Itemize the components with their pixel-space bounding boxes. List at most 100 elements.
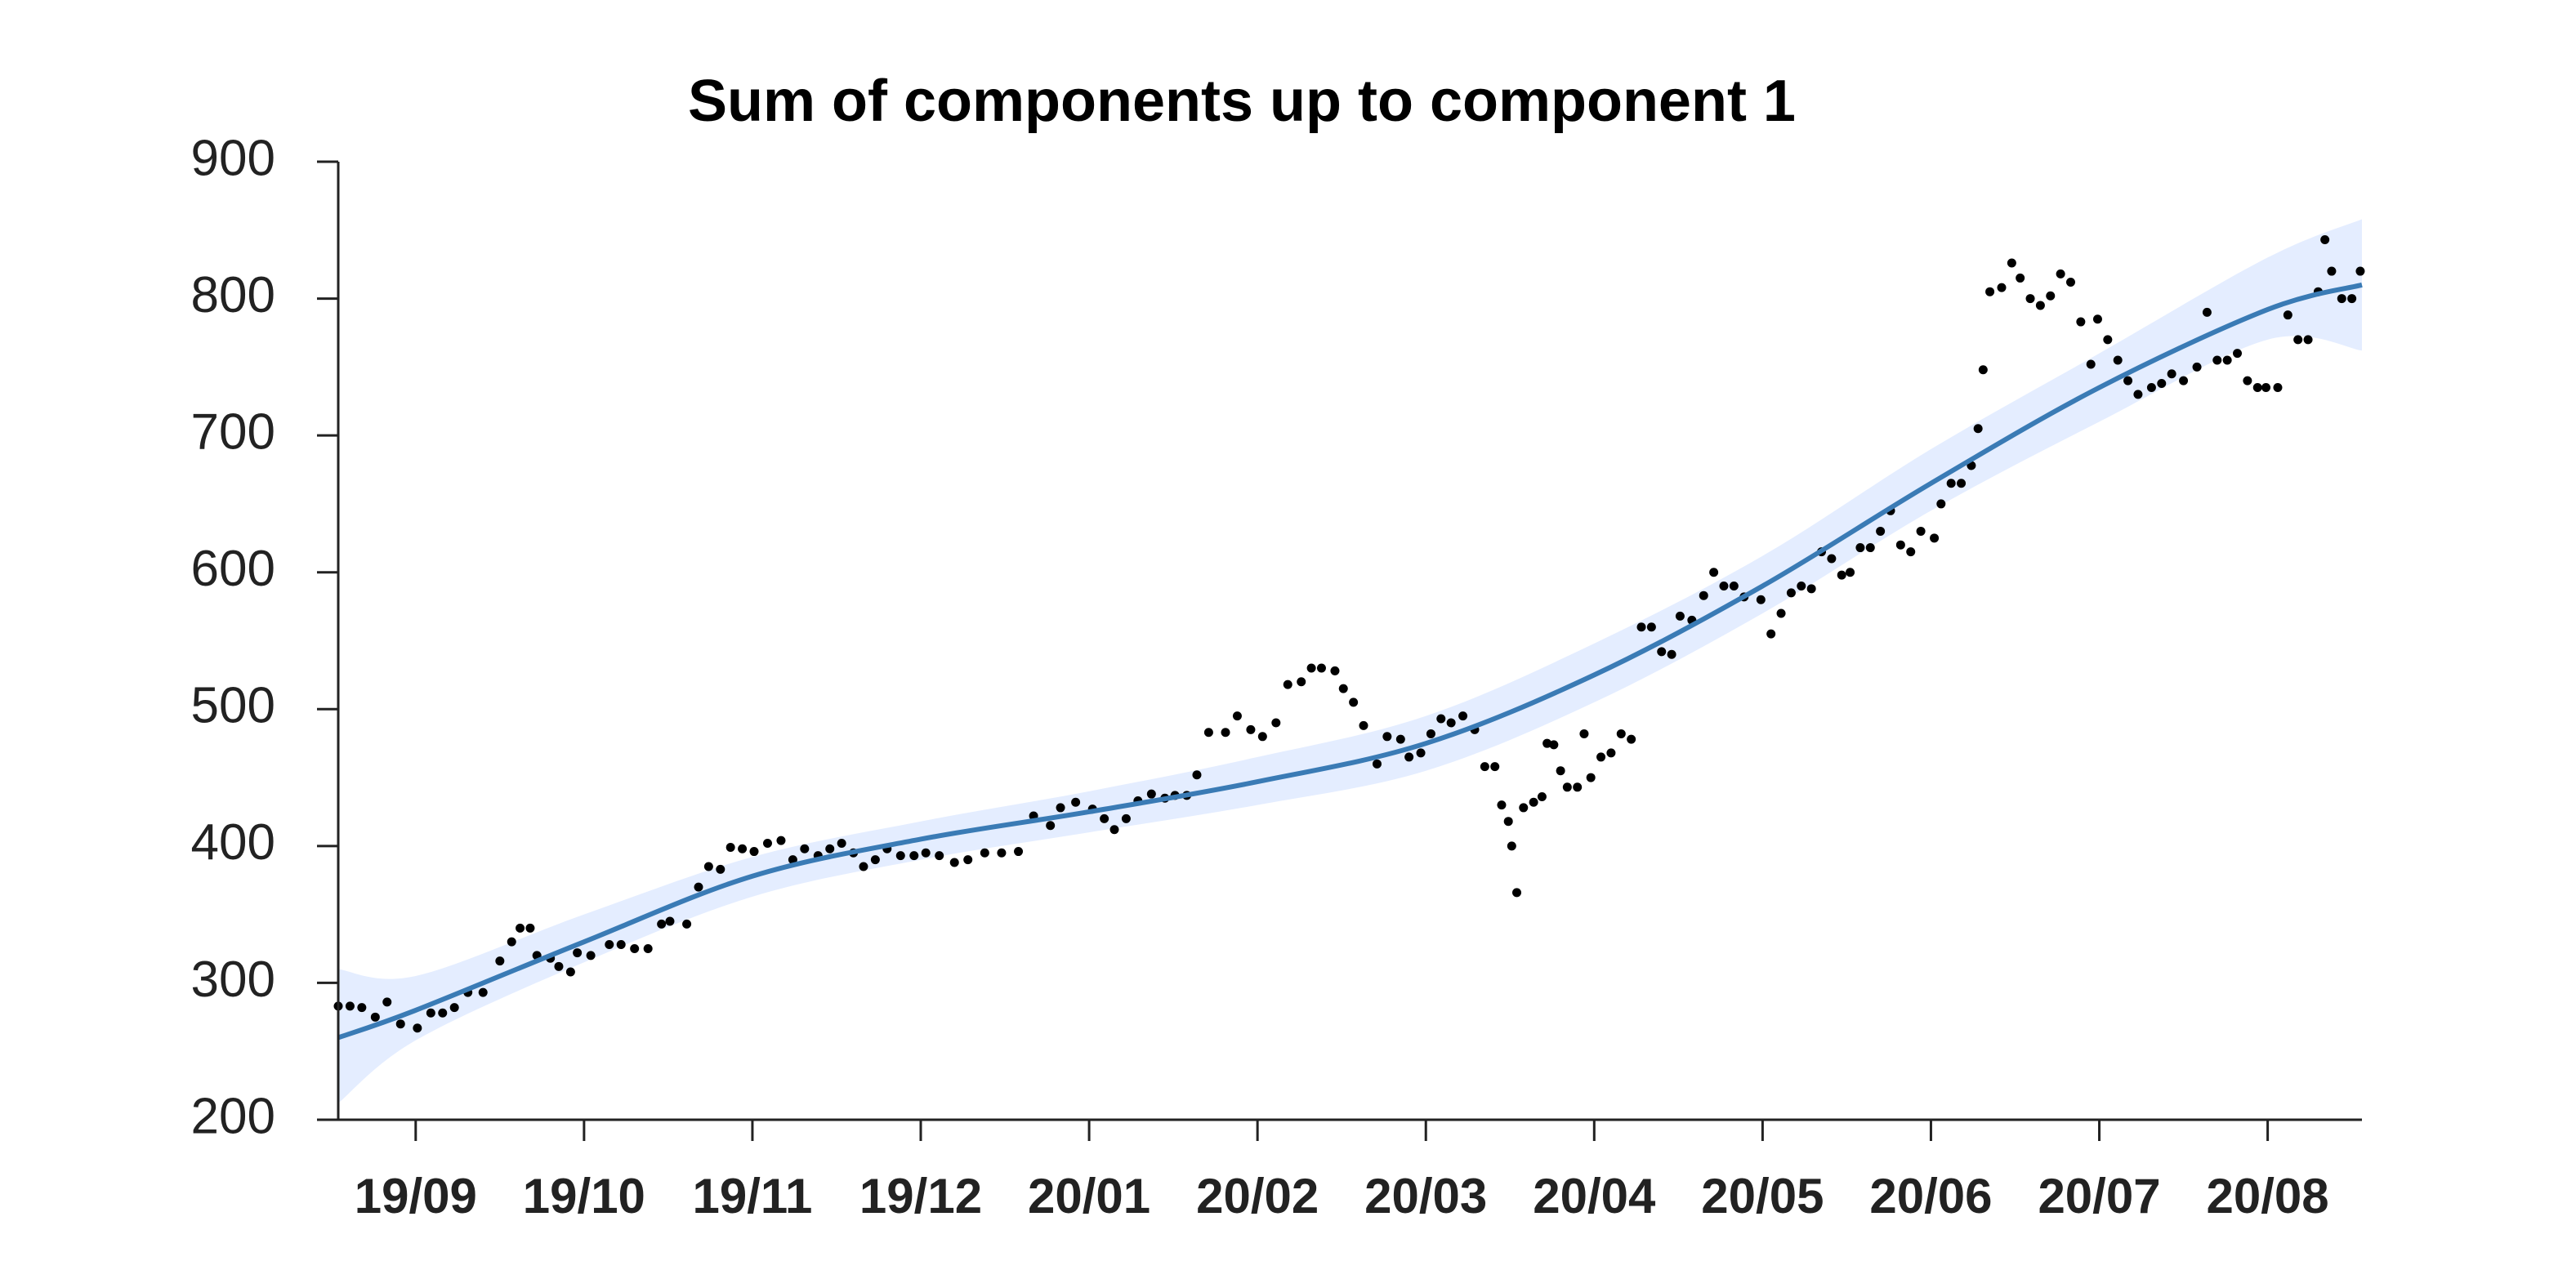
data-point [1895,540,1905,550]
data-point [2046,291,2056,301]
data-point [1542,738,1552,748]
data-point [859,862,868,871]
data-point [1480,762,1489,772]
data-point [665,916,675,926]
data-point [382,997,392,1007]
y-tick-label: 400 [191,814,275,871]
data-point [1930,533,1940,543]
data-point [980,848,989,858]
data-point [1586,773,1596,782]
data-point [2103,335,2113,345]
x-tick-label: 20/03 [1364,1169,1487,1223]
data-point [1283,680,1292,689]
data-point [1192,770,1202,780]
data-point [357,1003,367,1013]
data-point [586,951,596,960]
data-point [565,967,575,977]
data-point [1306,663,1316,673]
data-point [1596,752,1606,762]
data-point [1786,588,1796,598]
data-point [643,944,653,954]
data-point [716,864,725,874]
data-point [935,851,944,861]
data-point [2113,355,2123,365]
data-point [963,855,973,865]
data-point [870,855,880,865]
data-point [1916,526,1926,536]
data-point [345,1001,355,1011]
data-point [1330,666,1340,675]
data-point [1573,782,1583,792]
data-point [1416,748,1426,758]
data-point [605,940,614,950]
data-point [1426,729,1435,738]
data-point [1549,740,1559,750]
data-point [2222,355,2232,365]
data-point [1056,803,1065,813]
y-tick-label: 300 [191,952,275,1008]
data-point [1503,817,1513,827]
data-point [895,851,905,861]
data-point [2283,310,2293,320]
data-point [438,1008,448,1018]
data-point [1766,629,1776,639]
data-point [749,847,759,857]
x-tick-label: 19/11 [693,1169,813,1223]
data-point [1606,748,1616,758]
data-point [1246,724,1256,734]
data-point [1271,718,1281,728]
data-point [1797,581,1806,591]
data-point [1316,663,1326,673]
data-point [1936,499,1946,509]
data-point [2133,390,2143,399]
confidence-band [338,219,2362,1103]
data-point [495,956,505,966]
data-point [2252,382,2262,392]
data-point [2092,314,2102,324]
data-point [616,940,626,950]
data-point [2212,355,2222,365]
x-tick-label: 20/06 [1869,1169,1992,1223]
data-point [1579,729,1589,738]
data-point [2347,294,2357,304]
data-point [507,937,516,947]
data-point [2293,335,2303,345]
y-tick-label: 900 [191,130,275,186]
data-point [2076,317,2086,327]
data-point [1675,611,1685,621]
data-point [2016,273,2025,283]
data-point [630,944,640,954]
data-point [1616,729,1626,738]
data-point [694,882,703,892]
data-point [1436,714,1446,724]
data-point [1349,697,1359,707]
data-point [1973,424,1983,434]
x-tick-label: 20/01 [1028,1169,1150,1223]
data-point [1636,622,1646,632]
data-point [2035,301,2045,310]
data-point [1699,591,1708,600]
data-point [426,1008,435,1018]
x-tick-label: 20/07 [2038,1169,2160,1223]
y-tick-label: 200 [191,1088,275,1144]
data-point [1203,728,1213,738]
data-point [1997,283,2007,292]
data-point [1876,526,1886,536]
fit-line [337,282,2363,1041]
data-point [1657,647,1667,657]
data-point [2273,382,2283,392]
data-point [516,923,525,933]
data-point [1756,595,1766,604]
data-point [1507,841,1516,851]
data-point [1257,732,1267,742]
data-point [1978,365,1988,375]
data-point [657,919,667,929]
data-point [762,839,772,849]
data-point [909,851,919,861]
data-point [2179,376,2189,386]
data-point [2243,376,2252,386]
data-point [1458,711,1468,721]
data-point [1497,800,1507,810]
